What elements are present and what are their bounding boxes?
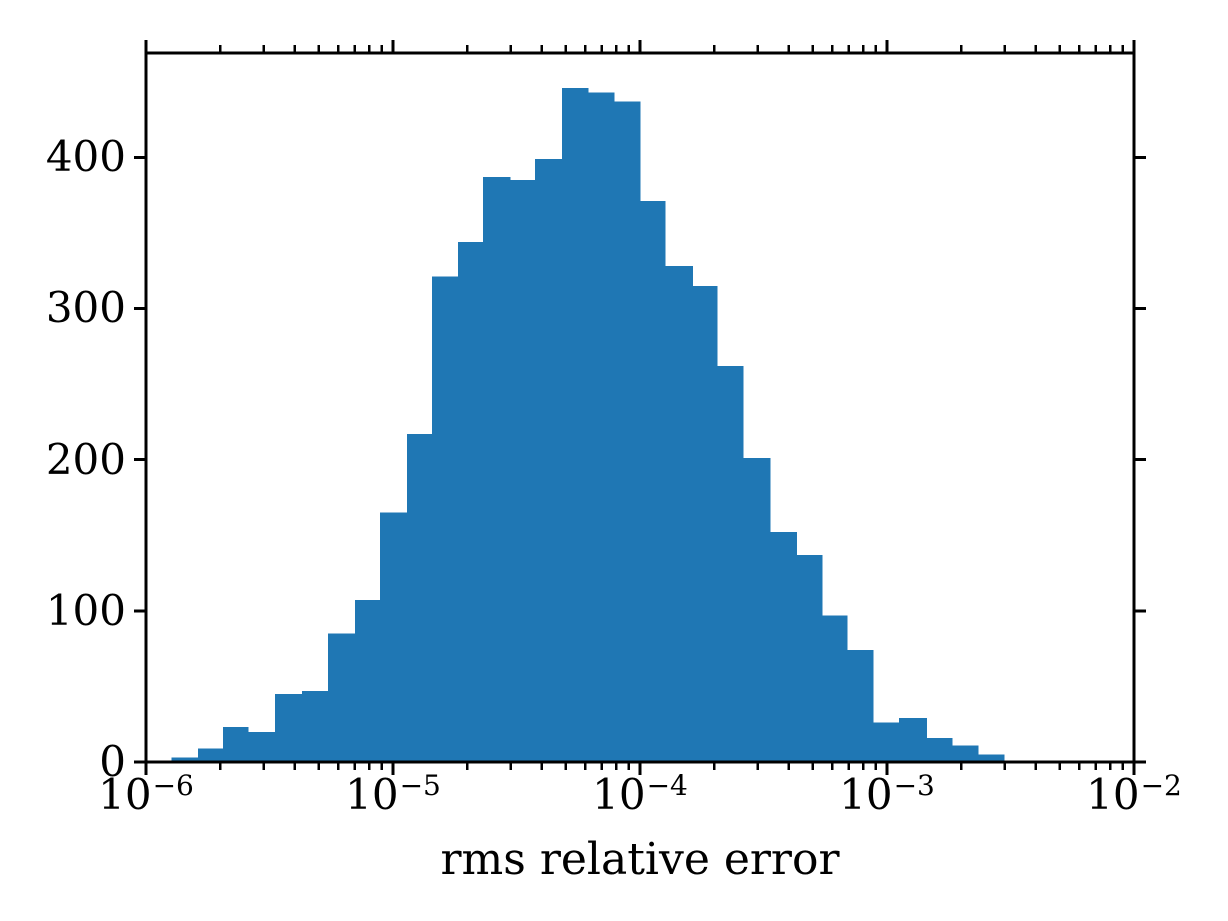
x-tick-label: 10−2 [1086, 769, 1182, 816]
x-tick-label: 10−4 [592, 769, 688, 816]
x-tick-label-base: 10 [1086, 770, 1140, 819]
histogram-bar [407, 434, 433, 762]
histogram-bar [432, 276, 459, 762]
histogram-bar [561, 87, 589, 763]
histogram-bar [197, 748, 224, 762]
x-tick-label-base: 10 [839, 770, 893, 819]
histogram-bar [379, 512, 408, 762]
bars-layer [171, 87, 1005, 763]
y-tick-label: 0 [99, 737, 126, 786]
y-tick-label: 100 [45, 586, 126, 635]
histogram-bar [457, 242, 484, 762]
x-tick-label-exponent: −5 [399, 769, 441, 802]
histogram-bar [482, 177, 511, 762]
x-tick-label: 10−5 [345, 769, 441, 816]
y-tick-label: 200 [45, 435, 126, 484]
histogram-bar [664, 266, 693, 762]
histogram-bar [899, 718, 927, 762]
spines-layer [144, 51, 1136, 764]
histogram-bar [248, 731, 276, 762]
histogram-bar [327, 633, 356, 762]
x-tick-label-exponent: −6 [152, 769, 194, 802]
histogram-bar [821, 615, 848, 762]
histogram-bar [587, 92, 615, 763]
x-tick-label-exponent: −4 [646, 769, 688, 802]
histogram-bar [770, 532, 797, 762]
histogram-bar [275, 694, 303, 762]
plot-area-spines [144, 51, 1136, 764]
x-tick-label-exponent: −3 [893, 769, 935, 802]
x-tick-label-base: 10 [98, 770, 152, 819]
histogram-bar [872, 722, 900, 762]
histogram-bar [510, 180, 536, 762]
histogram-bar [692, 285, 718, 762]
histogram-bar [796, 554, 823, 762]
x-tick-label-base: 10 [345, 770, 399, 819]
histogram-bar [926, 737, 953, 762]
y-tick-label: 400 [45, 132, 126, 181]
histogram-bar [171, 757, 199, 762]
x-tick-label-base: 10 [592, 770, 646, 819]
x-tick-label-exponent: −2 [1140, 769, 1182, 802]
histogram-bar [302, 690, 329, 762]
x-axis-label: rms relative error [440, 834, 840, 885]
histogram-bar [717, 365, 744, 762]
x-tick-label: 10−6 [98, 769, 194, 816]
histogram-bar [977, 754, 1005, 762]
y-tick-label: 300 [45, 283, 126, 332]
histogram-bar [535, 158, 563, 763]
x-tick-label: 10−3 [839, 769, 935, 816]
histogram-bar [614, 101, 641, 762]
histogram-bar [742, 458, 771, 762]
histogram-bar [951, 745, 979, 762]
histogram-bar [847, 650, 874, 762]
histogram-bar [640, 201, 666, 763]
histogram-bar [223, 727, 249, 762]
histogram-bar [354, 600, 381, 762]
